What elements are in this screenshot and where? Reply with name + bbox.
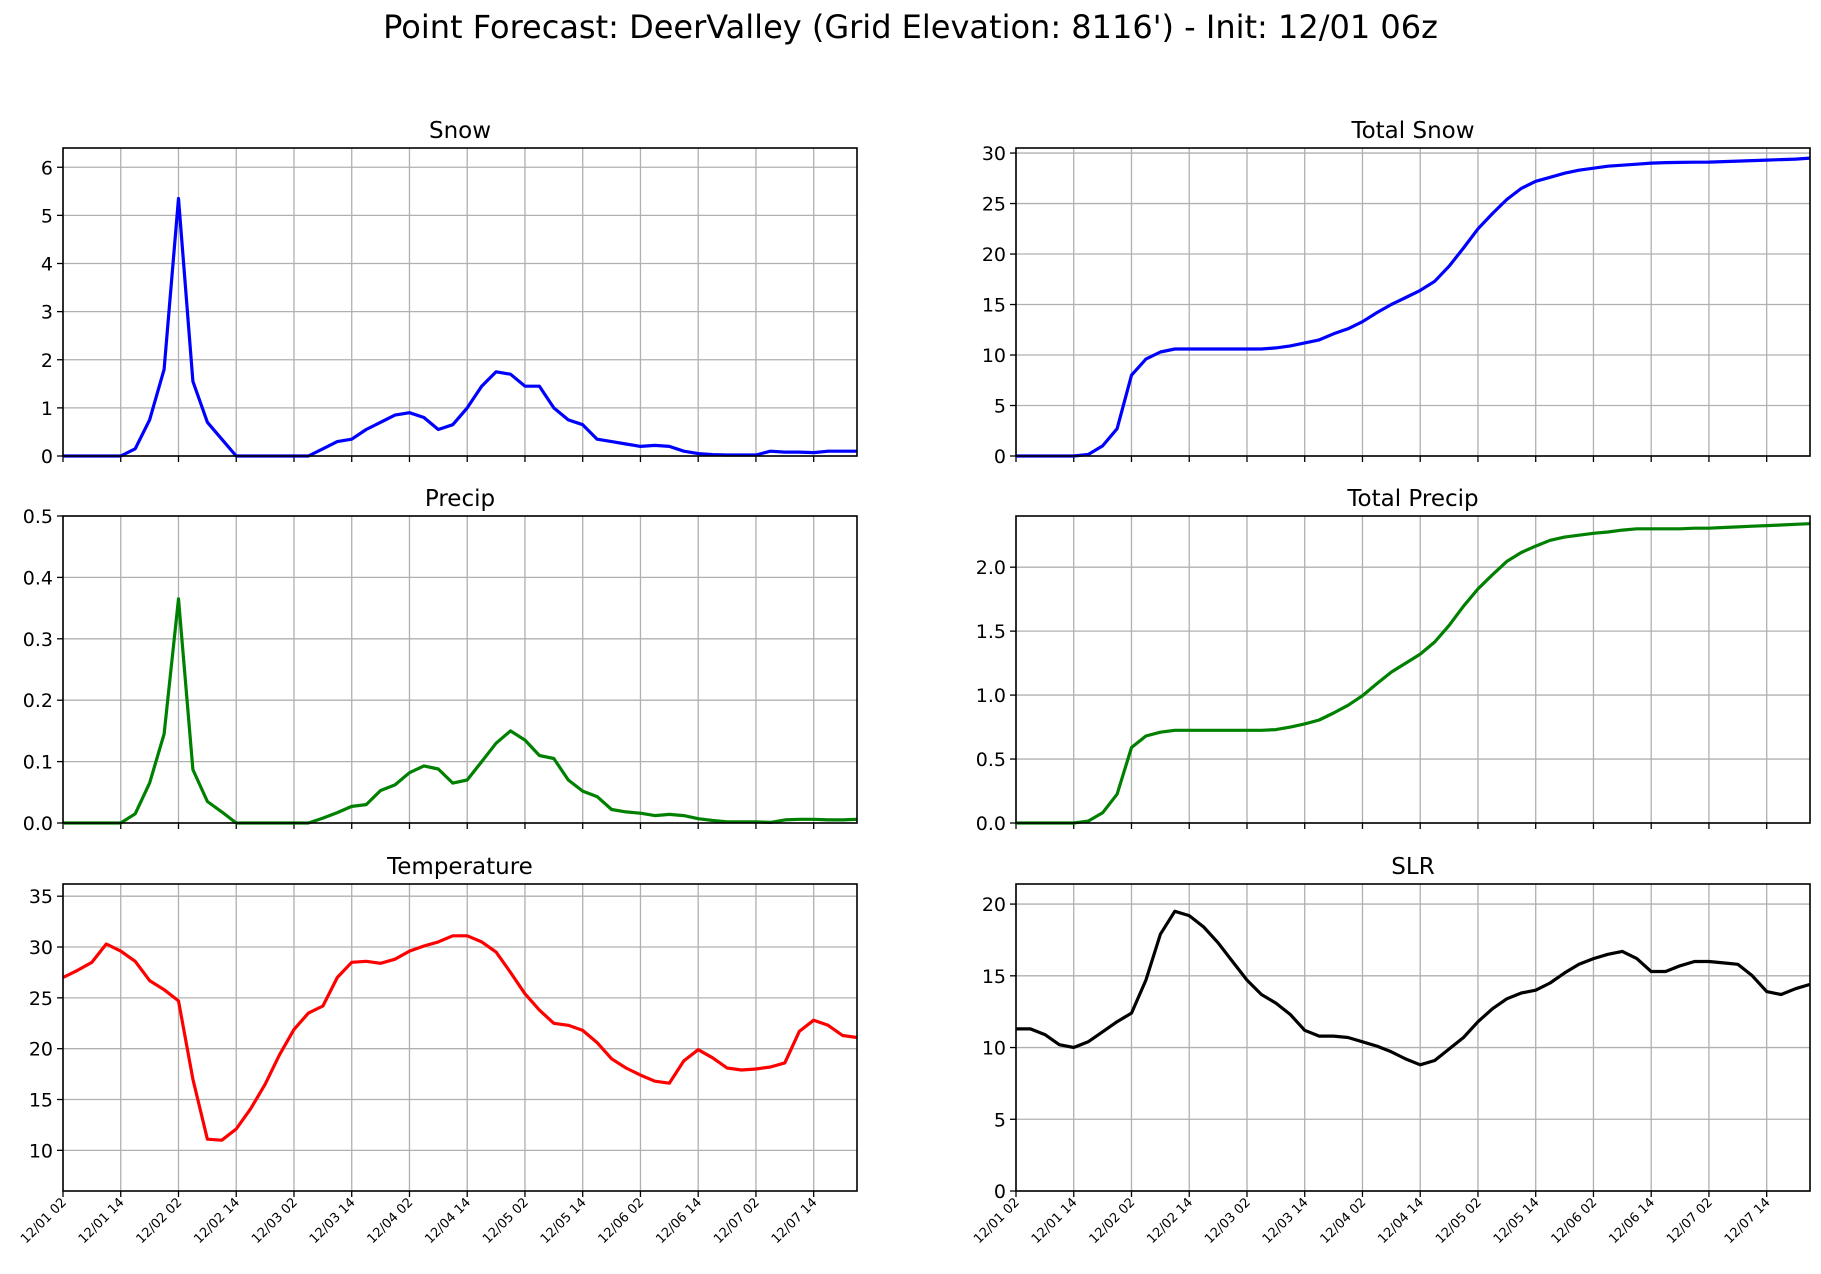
temperature-ytick-label: 25	[29, 988, 53, 1010]
temperature-xtick-label: 12/05 02	[480, 1195, 532, 1247]
total-precip-title: Total Precip	[1346, 486, 1478, 512]
temperature-xtick-label: 12/04 02	[365, 1195, 417, 1247]
total-snow-ytick-label: 15	[982, 295, 1006, 317]
slr-xtick-label: 12/06 14	[1606, 1195, 1658, 1247]
temperature-ytick-label: 10	[29, 1140, 53, 1162]
snow-ytick-label: 4	[41, 254, 53, 276]
precip-axes-frame	[62, 515, 858, 824]
total-snow-title: Total Snow	[1350, 118, 1474, 144]
slr-xtick-label: 12/05 02	[1433, 1195, 1485, 1247]
precip-ytick-label: 0.3	[23, 629, 53, 651]
precip-series-line	[63, 597, 858, 825]
slr-series-line	[1016, 909, 1811, 1067]
slr-xtick-label: 12/07 14	[1722, 1195, 1774, 1247]
snow-title: Snow	[429, 118, 491, 144]
temperature-series-line	[62, 934, 858, 1142]
temperature-xtick-label: 12/03 02	[249, 1195, 301, 1247]
slr-xtick-label: 12/06 02	[1549, 1195, 1601, 1247]
precip-ytick-label: 0.4	[23, 567, 53, 589]
total-precip-ytick-label: 1.5	[976, 621, 1006, 643]
precip-title: Precip	[425, 486, 495, 512]
total-snow-axes-frame	[1015, 147, 1811, 457]
total-precip-ytick-label: 1.0	[976, 685, 1006, 707]
slr-ytick-label: 10	[982, 1038, 1006, 1060]
slr-ytick-label: 15	[982, 966, 1006, 988]
slr-axes-frame	[1015, 883, 1811, 1192]
temperature-title: Temperature	[386, 854, 533, 880]
precip-ytick-label: 0.1	[23, 752, 53, 774]
slr-xtick-label: 12/04 02	[1318, 1195, 1370, 1247]
temperature-xtick-label: 12/01 14	[76, 1195, 128, 1247]
snow-ytick-label: 3	[41, 302, 53, 324]
slr-ytick-label: 20	[982, 894, 1006, 916]
total-snow-ytick-label: 25	[982, 194, 1006, 216]
slr-xtick-label: 12/03 02	[1202, 1195, 1254, 1247]
total-precip-ytick-label: 0.5	[976, 749, 1006, 771]
snow-series-line	[63, 196, 857, 458]
slr-xtick-label: 12/04 14	[1375, 1195, 1427, 1247]
temperature-ytick-label: 30	[29, 937, 53, 959]
total-snow-ytick-label: 20	[982, 244, 1006, 266]
slr-xtick-label: 12/03 14	[1260, 1195, 1312, 1247]
temperature-xtick-label: 12/05 14	[538, 1195, 590, 1247]
slr-xtick-label: 12/07 02	[1664, 1195, 1716, 1247]
total-snow-ytick-label: 0	[994, 446, 1006, 468]
total-precip-ytick-label: 2.0	[976, 557, 1006, 579]
temperature-ytick-label: 15	[29, 1090, 53, 1112]
slr-ytick-label: 0	[994, 1181, 1006, 1203]
temperature-xtick-label: 12/06 02	[596, 1195, 648, 1247]
snow-axes-frame	[62, 147, 858, 457]
snow-ytick-label: 2	[41, 350, 53, 372]
temperature-ytick-label: 35	[29, 886, 53, 908]
temperature-xtick-label: 12/01 02	[18, 1195, 70, 1247]
total-snow-ytick-label: 5	[994, 396, 1006, 418]
temperature-xtick-label: 12/04 14	[422, 1195, 474, 1247]
slr-xtick-label: 12/05 14	[1491, 1195, 1543, 1247]
slr-title: SLR	[1391, 854, 1434, 880]
figure-title: Point Forecast: DeerValley (Grid Elevati…	[383, 8, 1438, 46]
temperature-xtick-label: 12/07 14	[769, 1195, 821, 1247]
snow-ytick-label: 0	[41, 446, 53, 468]
precip-ytick-label: 0.0	[23, 813, 53, 835]
slr-xtick-label: 12/02 02	[1087, 1195, 1139, 1247]
snow-ytick-label: 6	[41, 157, 53, 179]
temperature-ytick-label: 20	[29, 1039, 53, 1061]
total-snow-ytick-label: 10	[982, 345, 1006, 367]
precip-ytick-label: 0.5	[23, 506, 53, 528]
temperature-xtick-label: 12/02 14	[191, 1195, 243, 1247]
snow-ytick-label: 1	[41, 398, 53, 420]
total-snow-ytick-label: 30	[982, 143, 1006, 165]
temperature-axes-frame	[62, 883, 858, 1192]
temperature-xtick-label: 12/07 02	[711, 1195, 763, 1247]
temperature-xtick-label: 12/03 14	[307, 1195, 359, 1247]
total-precip-axes-frame	[1015, 515, 1811, 824]
total-snow-series-line	[1016, 156, 1811, 458]
slr-ytick-label: 5	[994, 1109, 1006, 1131]
total-precip-series-line	[1016, 522, 1811, 825]
precip-ytick-label: 0.2	[23, 690, 53, 712]
slr-xtick-label: 12/01 14	[1029, 1195, 1081, 1247]
snow-ytick-label: 5	[41, 205, 53, 227]
temperature-xtick-label: 12/06 14	[653, 1195, 705, 1247]
slr-xtick-label: 12/02 14	[1144, 1195, 1196, 1247]
temperature-xtick-label: 12/02 02	[134, 1195, 186, 1247]
total-precip-ytick-label: 0.0	[976, 813, 1006, 835]
